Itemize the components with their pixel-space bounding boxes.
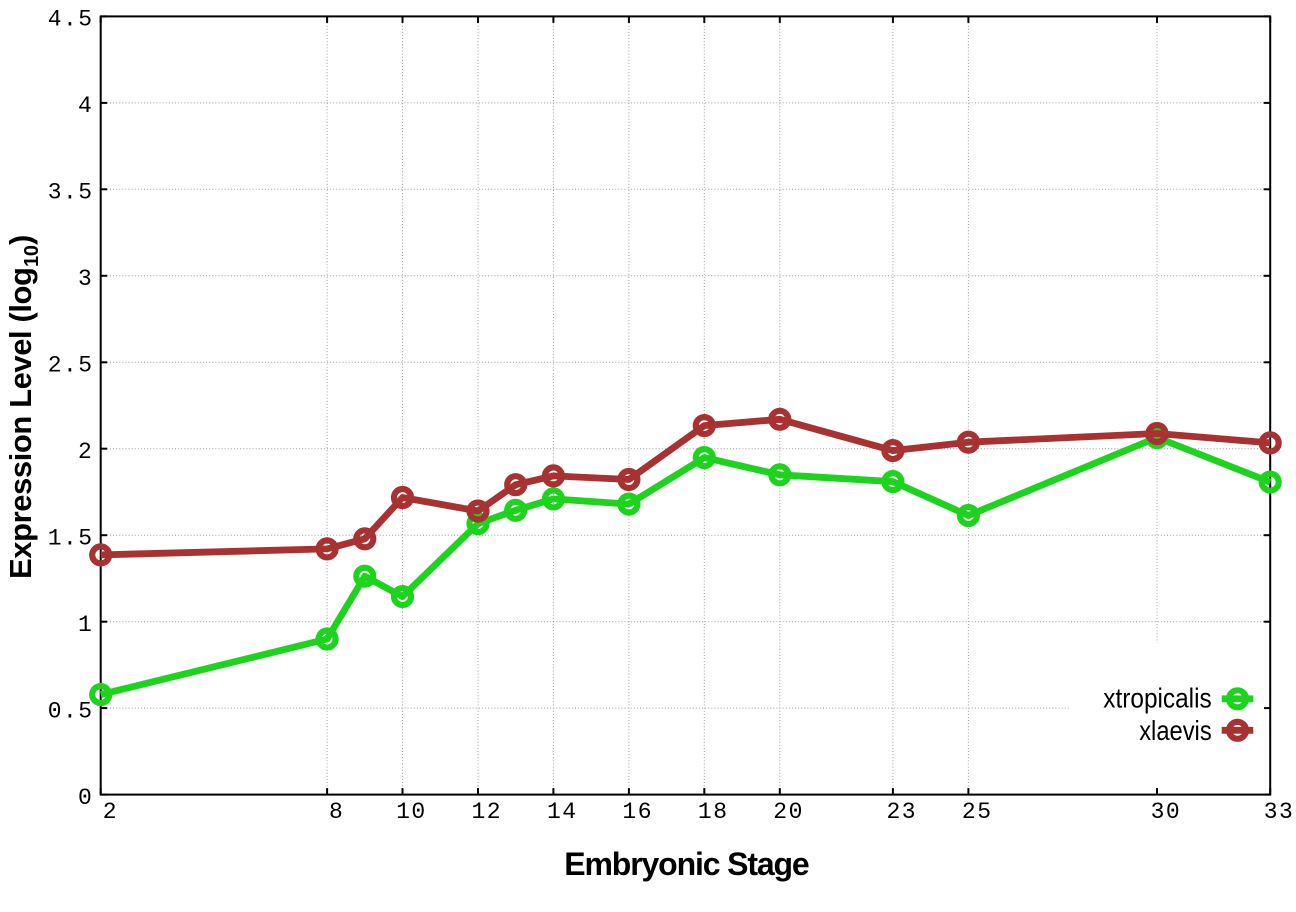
- svg-text:1: 1: [472, 799, 486, 825]
- svg-text:2: 2: [962, 799, 976, 825]
- svg-text:Embryonic Stage: Embryonic Stage: [564, 846, 809, 882]
- svg-text:2: 2: [103, 799, 117, 825]
- svg-text:3: 3: [1151, 799, 1165, 825]
- svg-text:1: 1: [622, 799, 636, 825]
- svg-text:5: 5: [977, 799, 991, 825]
- svg-text:1: 1: [547, 799, 561, 825]
- svg-text:3: 3: [1264, 799, 1278, 825]
- svg-text:5: 5: [78, 525, 92, 551]
- svg-text:4: 4: [562, 799, 576, 825]
- svg-text:3: 3: [1279, 799, 1293, 825]
- svg-text:5: 5: [78, 7, 92, 33]
- svg-text:.: .: [63, 353, 77, 379]
- svg-text:2: 2: [887, 799, 901, 825]
- svg-text:xtropicalis: xtropicalis: [1103, 683, 1211, 714]
- svg-text:2: 2: [773, 799, 787, 825]
- svg-text:6: 6: [638, 799, 652, 825]
- svg-text:1: 1: [48, 525, 62, 551]
- svg-text:3: 3: [48, 180, 62, 206]
- svg-text:4: 4: [48, 7, 62, 33]
- svg-text:5: 5: [78, 698, 92, 724]
- svg-text:2: 2: [487, 799, 501, 825]
- svg-text:.: .: [63, 180, 77, 206]
- svg-text:4: 4: [78, 93, 92, 119]
- svg-text:8: 8: [329, 799, 343, 825]
- svg-text:1: 1: [78, 612, 92, 638]
- svg-text:0: 0: [1166, 799, 1180, 825]
- svg-text:10: 10: [21, 245, 43, 267]
- svg-text:.: .: [63, 525, 77, 551]
- svg-text:.: .: [63, 698, 77, 724]
- svg-text:): ): [3, 235, 38, 245]
- svg-text:1: 1: [698, 799, 712, 825]
- svg-text:0: 0: [789, 799, 803, 825]
- svg-text:2: 2: [48, 353, 62, 379]
- svg-text:3: 3: [902, 799, 916, 825]
- svg-text:.: .: [63, 7, 77, 33]
- svg-text:xlaevis: xlaevis: [1139, 715, 1212, 746]
- svg-text:1: 1: [396, 799, 410, 825]
- svg-text:5: 5: [78, 353, 92, 379]
- svg-text:8: 8: [713, 799, 727, 825]
- svg-text:0: 0: [78, 785, 92, 811]
- svg-text:2: 2: [78, 439, 92, 465]
- svg-text:0: 0: [411, 799, 425, 825]
- svg-text:Expression Level (log: Expression Level (log: [3, 267, 38, 579]
- svg-text:5: 5: [78, 180, 92, 206]
- svg-text:0: 0: [48, 698, 62, 724]
- svg-text:3: 3: [78, 266, 92, 292]
